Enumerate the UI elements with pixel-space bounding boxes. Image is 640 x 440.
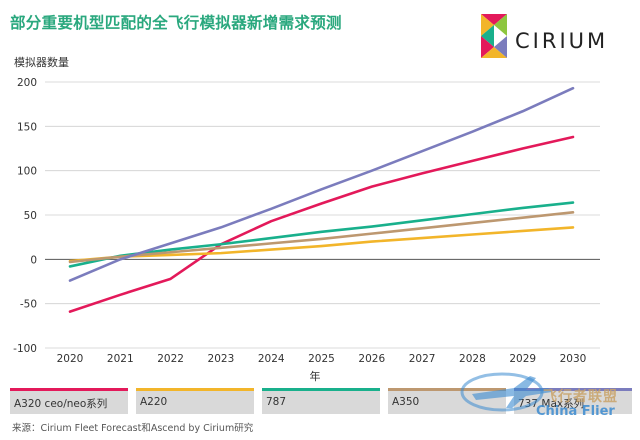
x-tick-label: 2020 (57, 353, 84, 365)
legend-item-0: A320 ceo/neo系列 (10, 388, 128, 414)
y-tick-label: -50 (20, 299, 37, 311)
x-tick-label: 2026 (358, 353, 385, 365)
watermark-cn: 飞行者联盟 (543, 386, 618, 406)
series-line-3 (70, 212, 573, 262)
y-tick-label: 50 (24, 210, 37, 222)
x-axis-label: 年 (310, 369, 321, 383)
series-line-0 (70, 137, 573, 312)
legend-item-1: A220 (136, 388, 254, 414)
x-tick-label: 2022 (157, 353, 184, 365)
y-tick-label: 100 (17, 166, 37, 178)
y-tick-label: 0 (30, 254, 37, 266)
x-tick-label: 2024 (258, 353, 285, 365)
x-tick-label: 2027 (409, 353, 436, 365)
legend-item-2: 787 (262, 388, 380, 414)
x-tick-label: 2021 (107, 353, 134, 365)
watermark-en: China Flier (536, 404, 615, 419)
series-line-4 (70, 88, 573, 280)
y-tick-label: 200 (17, 77, 37, 89)
source-note: 来源：Cirium Fleet Forecast和Ascend by Ciriu… (12, 420, 253, 434)
x-tick-label: 2023 (208, 353, 235, 365)
x-tick-label: 2025 (308, 353, 335, 365)
y-tick-label: -100 (13, 343, 37, 355)
y-tick-label: 150 (17, 121, 37, 133)
